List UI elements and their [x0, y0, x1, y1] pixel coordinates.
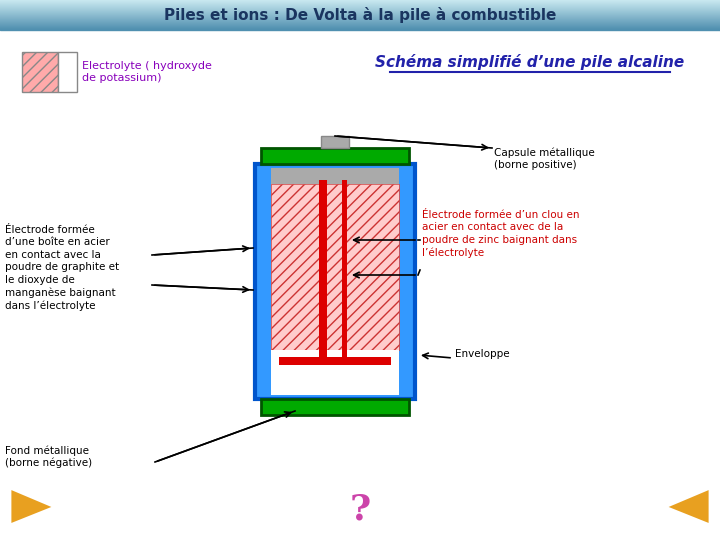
- Bar: [319, 180, 327, 365]
- Text: Piles et ions : De Volta à la pile à combustible: Piles et ions : De Volta à la pile à com…: [164, 7, 556, 23]
- Bar: [0, 12, 720, 13]
- Bar: [0, 18, 720, 19]
- Bar: [0, 22, 720, 23]
- Bar: [0, 25, 720, 26]
- Bar: [0, 11, 720, 12]
- Bar: [0, 7, 720, 8]
- Polygon shape: [10, 488, 55, 525]
- Bar: [0, 9, 720, 10]
- Bar: [0, 3, 720, 4]
- Text: Électrode formée
d’une boîte en acier
en contact avec la
poudre de graphite et
l: Électrode formée d’une boîte en acier en…: [5, 225, 119, 310]
- Bar: [0, 26, 720, 27]
- Bar: [271, 350, 399, 395]
- Bar: [0, 2, 720, 3]
- Text: Fond métallique
(borne négative): Fond métallique (borne négative): [5, 445, 92, 468]
- Text: Schéma simplifié d’une pile alcaline: Schéma simplifié d’une pile alcaline: [375, 54, 685, 70]
- Bar: [0, 4, 720, 5]
- Bar: [0, 16, 720, 17]
- Text: Enveloppe: Enveloppe: [455, 349, 510, 359]
- Bar: [0, 27, 720, 28]
- Bar: [0, 21, 720, 22]
- Bar: [271, 168, 399, 184]
- Bar: [0, 19, 720, 20]
- Bar: [261, 148, 409, 164]
- Bar: [0, 8, 720, 9]
- Bar: [342, 180, 347, 365]
- Text: Électrode formée d’un clou en
acier en contact avec de la
poudre de zinc baignan: Électrode formée d’un clou en acier en c…: [422, 210, 580, 258]
- Bar: [261, 399, 409, 415]
- Bar: [58, 52, 77, 92]
- Bar: [0, 24, 720, 25]
- Bar: [0, 6, 720, 7]
- Bar: [22, 52, 58, 92]
- Polygon shape: [665, 488, 710, 525]
- Bar: [0, 13, 720, 14]
- Bar: [0, 14, 720, 15]
- Bar: [0, 20, 720, 21]
- Bar: [0, 29, 720, 30]
- Bar: [0, 10, 720, 11]
- Bar: [0, 15, 720, 16]
- Text: Electrolyte ( hydroxyde
de potassium): Electrolyte ( hydroxyde de potassium): [82, 61, 212, 83]
- Bar: [321, 136, 349, 148]
- Bar: [271, 184, 399, 350]
- Bar: [0, 0, 720, 1]
- Bar: [0, 28, 720, 29]
- Bar: [0, 17, 720, 18]
- Bar: [255, 164, 415, 399]
- Text: ?: ?: [349, 493, 371, 527]
- Bar: [0, 5, 720, 6]
- Bar: [279, 357, 391, 365]
- Bar: [0, 1, 720, 2]
- Text: Capsule métallique
(borne positive): Capsule métallique (borne positive): [494, 148, 595, 170]
- Bar: [271, 168, 399, 395]
- Bar: [0, 23, 720, 24]
